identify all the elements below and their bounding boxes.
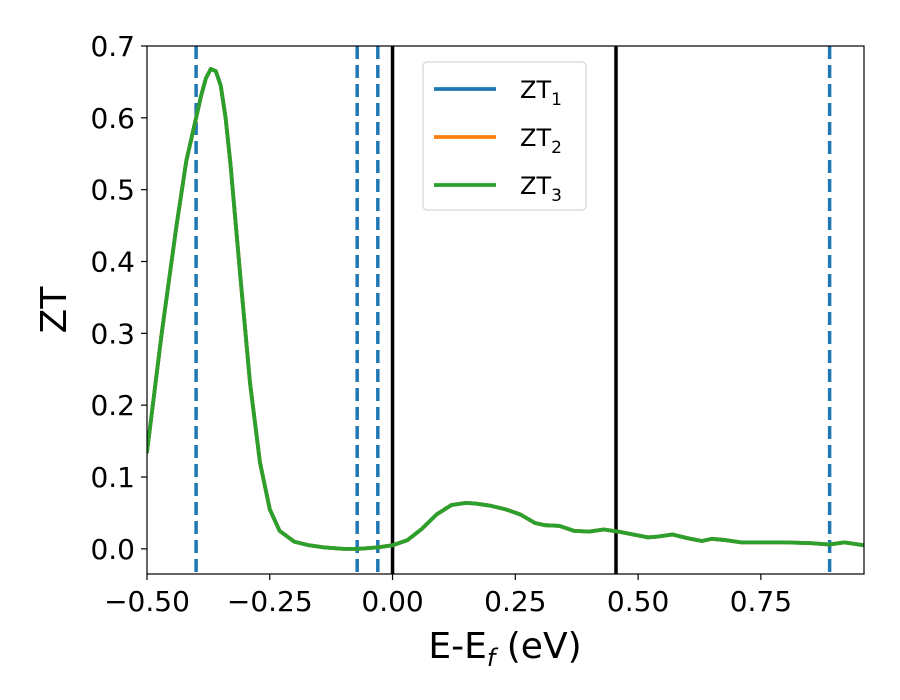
- y-tick-label: 0.0: [90, 533, 135, 566]
- vertical-lines: [194, 46, 832, 574]
- y-tick-label: 0.7: [90, 30, 135, 63]
- x-tick-label: 0.00: [361, 585, 423, 618]
- x-tick-label: 0.75: [730, 585, 792, 618]
- y-tick-label: 0.5: [90, 174, 135, 207]
- legend-box: [422, 61, 587, 211]
- legend-label-3: ZT3: [520, 172, 562, 206]
- legend-label-2: ZT2: [520, 124, 562, 158]
- x-tick-label: 0.50: [607, 585, 669, 618]
- x-axis-label: E-Ef (eV): [428, 626, 581, 672]
- plot-frame: [146, 45, 865, 575]
- legend-label-1: ZT1: [520, 76, 562, 110]
- y-tick-label: 0.1: [90, 461, 135, 494]
- legend: ZT1 ZT2 ZT3: [422, 61, 587, 211]
- y-axis-label: ZT: [34, 286, 75, 334]
- x-axis-ticks: −0.50 −0.25 0.00 0.25 0.50 0.75: [104, 574, 792, 618]
- y-tick-label: 0.2: [90, 389, 135, 422]
- y-axis-ticks: 0.0 0.1 0.2 0.3 0.4 0.5 0.6 0.7: [90, 30, 147, 566]
- y-tick-label: 0.3: [90, 317, 135, 350]
- y-tick-label: 0.6: [90, 102, 135, 135]
- y-tick-label: 0.4: [90, 246, 135, 279]
- series-line-3: [147, 67, 864, 551]
- series-lines: [147, 67, 864, 551]
- x-tick-label: −0.50: [104, 585, 190, 618]
- x-tick-label: 0.25: [484, 585, 546, 618]
- x-tick-label: −0.25: [227, 585, 313, 618]
